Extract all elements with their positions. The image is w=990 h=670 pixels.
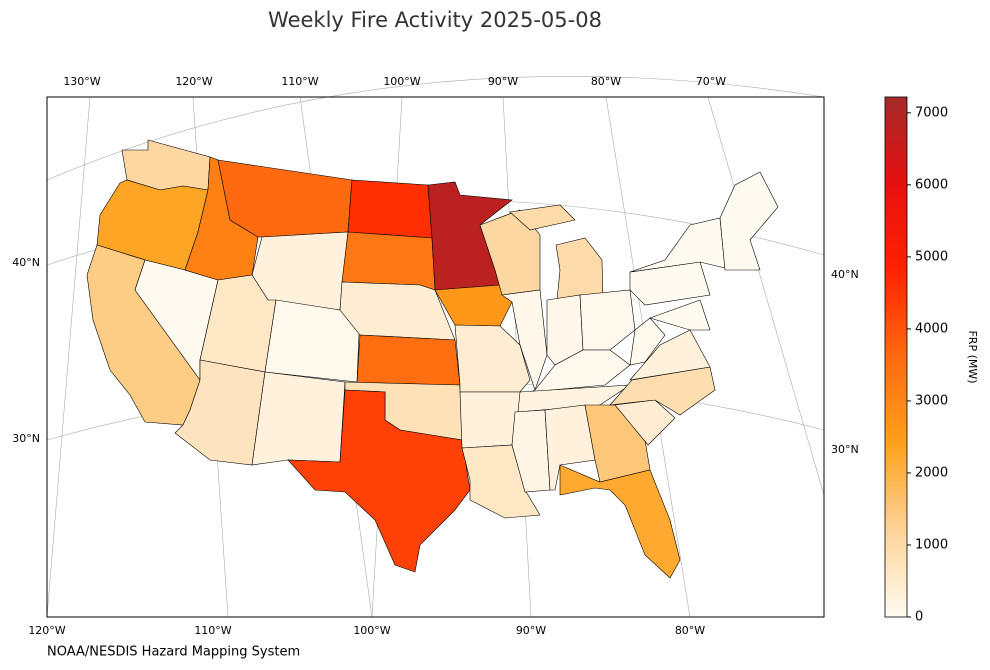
state [264,299,361,383]
title: Weekly Fire Activity 2025-05-08 [268,8,602,32]
graticule-label: 90°W [516,624,546,637]
graticule-label: 30°N [831,443,859,456]
colorbar-tick-label: 5000 [915,249,948,264]
colorbar-tick-label: 3000 [915,393,948,408]
colorbar-tick-label: 4000 [915,321,948,336]
state [434,284,513,327]
state [609,366,716,416]
map-frame [46,96,825,618]
colorbar-tick-label: 2000 [915,465,948,480]
states [86,139,779,579]
graticule-label: 90°W [488,75,518,88]
source: NOAA/NESDIS Hazard Mapping System [47,645,300,660]
graticule-label: 70°W [696,75,726,88]
state [511,409,551,493]
colorbar-tick-label: 1000 [915,537,948,552]
graticule-label: 40°N [831,268,859,281]
graticule-label: 80°W [675,624,705,637]
graticule-label: 110°W [281,75,318,88]
colorbar [884,96,908,618]
graticule-label: 100°W [353,624,390,637]
state [454,324,531,393]
state [629,261,711,306]
state [341,231,436,291]
colorbar-tick-label: 7000 [915,105,948,120]
graticule-label: 30°N [12,432,40,445]
state [559,464,681,579]
graticule-label: 120°W [28,624,65,637]
state [356,334,461,386]
graticule-label: 40°N [12,256,40,269]
graticule-label: 130°W [63,75,100,88]
colorbar-label: FRP (MW) [966,330,979,383]
graticule-label: 110°W [194,624,231,637]
graticule-label: 120°W [175,75,212,88]
state [347,179,433,239]
colorbar-tick-label: 6000 [915,177,948,192]
state [509,204,576,231]
state [629,317,666,366]
state [719,171,779,271]
graticule-label: 100°W [383,75,420,88]
state [287,389,471,573]
state [579,289,636,351]
colorbar-tick-label: 0 [915,610,923,625]
state [629,217,726,273]
state [649,299,711,331]
graticule-label: 80°W [591,75,621,88]
state [251,371,346,466]
